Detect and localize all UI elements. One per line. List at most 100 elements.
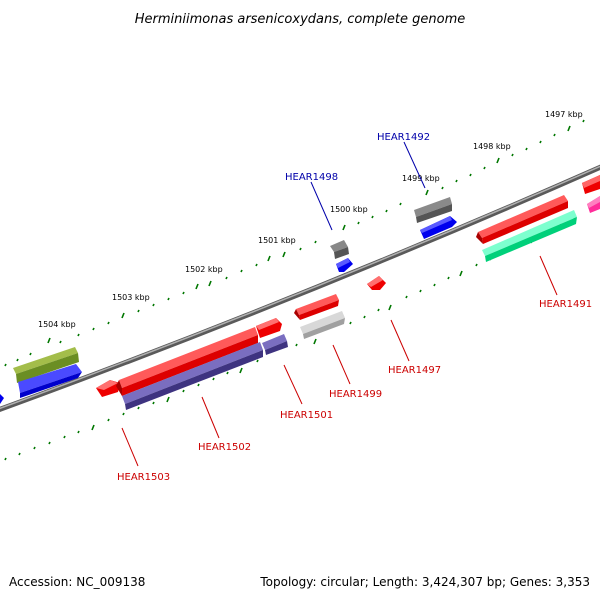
gene-label-hear1498: HEAR1498 — [285, 172, 338, 183]
kbp-label: 1504 kbp — [38, 320, 76, 329]
tick — [107, 321, 110, 325]
kbp-label: 1498 kbp — [473, 142, 511, 151]
tick — [152, 401, 155, 405]
kbp-label: 1497 kbp — [545, 110, 583, 119]
tick-major — [267, 255, 271, 262]
accession-text: Accession: NC_009138 — [9, 575, 145, 589]
tick — [29, 352, 32, 356]
tick — [77, 430, 80, 434]
tick-major — [313, 338, 317, 345]
tick — [256, 359, 259, 363]
leader-line — [332, 344, 351, 385]
tick — [349, 321, 352, 325]
leader-line — [390, 319, 410, 362]
tick-major — [567, 125, 571, 132]
gene-gray-small — [330, 240, 349, 259]
tick — [33, 446, 36, 450]
gene-label-hear1501: HEAR1501 — [280, 410, 333, 421]
kbp-label: 1501 kbp — [258, 236, 296, 245]
kbp-label: 1502 kbp — [185, 265, 223, 274]
tick — [212, 377, 215, 381]
gene-label-hear1492: HEAR1492 — [377, 132, 430, 143]
tick — [314, 240, 317, 244]
tick — [441, 186, 444, 190]
forward-strand-features — [0, 175, 600, 404]
tick-major — [91, 424, 95, 431]
leader-lines — [121, 141, 558, 467]
tick — [511, 153, 514, 157]
tick-major — [208, 280, 212, 287]
tick — [16, 358, 19, 362]
gene-lightgray — [300, 311, 345, 339]
leader-line — [310, 181, 333, 231]
tick — [182, 389, 185, 393]
tick — [63, 435, 66, 439]
leader-line — [121, 427, 139, 467]
tick — [4, 363, 7, 367]
tick — [385, 209, 388, 213]
gene-label-hear1503: HEAR1503 — [117, 472, 170, 483]
tick — [295, 343, 298, 347]
tick — [152, 303, 155, 307]
gene-red-mid — [256, 318, 282, 338]
tick-major — [121, 312, 125, 319]
gene-red-edge-right — [582, 175, 600, 194]
tick — [225, 276, 228, 280]
tick-major — [459, 270, 463, 277]
gene-labels: HEAR1492 HEAR1498 HEAR1491 HEAR1497 HEAR… — [117, 132, 592, 483]
gene-label-hear1497: HEAR1497 — [388, 365, 441, 376]
tick — [539, 140, 542, 144]
gene-blue-upper — [420, 216, 457, 239]
tick — [553, 133, 556, 137]
tick — [107, 418, 110, 422]
tick — [299, 247, 302, 251]
gene-red-long — [116, 327, 258, 396]
gene-purple-long — [122, 342, 263, 410]
tick-major — [342, 224, 346, 231]
gene-label-hear1491: HEAR1491 — [539, 299, 592, 310]
tick — [377, 308, 380, 312]
tick-major — [425, 189, 429, 196]
tick — [371, 215, 374, 219]
tick — [357, 221, 360, 225]
gene-green — [482, 210, 577, 262]
leader-line — [201, 396, 220, 439]
gene-purple-mid — [262, 334, 288, 355]
tick — [255, 263, 258, 267]
tick — [240, 269, 243, 273]
tick — [4, 457, 7, 461]
tick — [469, 173, 472, 177]
tick — [48, 441, 51, 445]
gene-label-hear1499: HEAR1499 — [329, 389, 382, 400]
tick — [167, 297, 170, 301]
gene-blue-small — [336, 258, 353, 272]
gene-red-tiny — [367, 276, 386, 290]
tick-major — [239, 367, 243, 374]
tick-major — [496, 157, 500, 164]
gene-red-right — [476, 195, 568, 244]
tick — [419, 289, 422, 293]
leader-line — [539, 255, 558, 296]
tick-major — [166, 396, 170, 403]
tick — [18, 452, 21, 456]
reverse-strand-features — [96, 195, 600, 410]
tick — [433, 283, 436, 287]
tick — [455, 179, 458, 183]
gene-olive — [13, 347, 79, 383]
tick-major — [195, 283, 199, 290]
map-title: Herminiimonas arsenicoxydans, complete g… — [135, 12, 465, 27]
tick — [122, 412, 125, 416]
tick — [226, 371, 229, 375]
tick — [92, 327, 95, 331]
kbp-labels: 1497 kbp 1498 kbp 1499 kbp 1500 kbp 1501… — [38, 110, 583, 329]
gene-gray-upper — [414, 197, 452, 223]
leader-line — [403, 141, 426, 189]
tick — [77, 333, 80, 337]
tick — [137, 406, 140, 410]
tick — [197, 383, 200, 387]
tick — [447, 276, 450, 280]
tick — [475, 263, 478, 267]
tick-major — [47, 337, 51, 344]
